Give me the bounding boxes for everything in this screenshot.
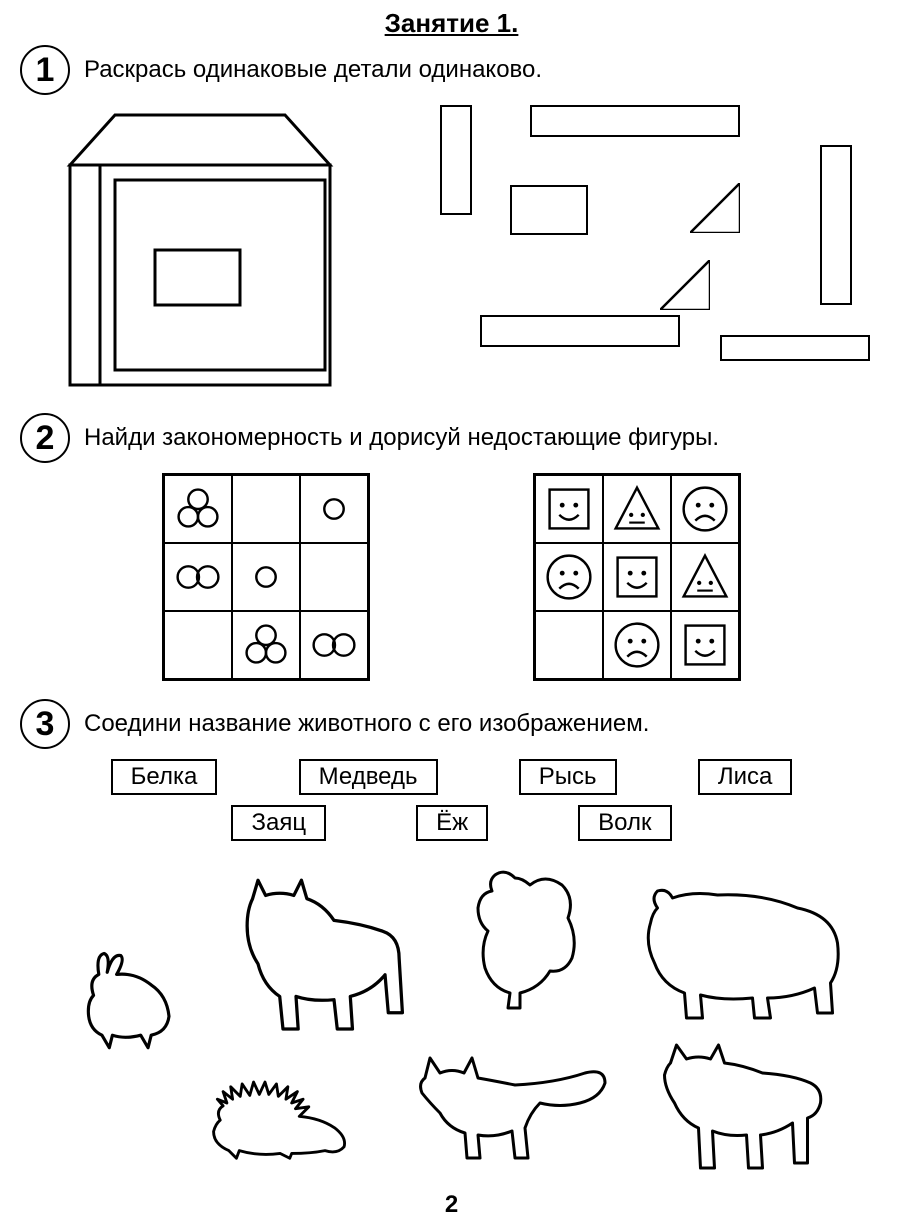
grid-cell xyxy=(300,543,368,611)
grid-cell xyxy=(232,543,300,611)
shape-rectangle xyxy=(720,335,870,361)
grid-cell xyxy=(671,475,739,543)
task-number-badge: 2 xyxy=(20,413,70,463)
grid-cell xyxy=(603,543,671,611)
animal-label: Заяц xyxy=(231,805,326,841)
grid-cell xyxy=(164,475,232,543)
animal-label: Лиса xyxy=(698,759,793,795)
house-figure xyxy=(60,105,340,395)
grid-cell xyxy=(232,611,300,679)
animal-label: Рысь xyxy=(519,759,617,795)
task-header: 2 Найди закономерность и дорисуй недоста… xyxy=(20,413,883,463)
grid-cell xyxy=(164,611,232,679)
pattern-grid-left xyxy=(162,473,370,681)
shape-rectangle xyxy=(510,185,588,235)
grid-cell xyxy=(671,543,739,611)
task-header: 3 Соедини название животного с его изобр… xyxy=(20,699,883,749)
task1-body xyxy=(20,105,883,395)
page-title: Занятие 1. xyxy=(20,8,883,39)
shape-rectangle xyxy=(480,315,680,347)
grid-cell xyxy=(232,475,300,543)
animal-label: Медведь xyxy=(299,759,438,795)
task-number-badge: 3 xyxy=(20,699,70,749)
task-1: 1 Раскрась одинаковые детали одинаково. xyxy=(20,45,883,395)
animal-fox xyxy=(400,1043,610,1163)
grid-cell xyxy=(535,543,603,611)
page-number: 2 xyxy=(20,1191,883,1219)
grid-cell xyxy=(671,611,739,679)
grid-cell xyxy=(164,543,232,611)
task-instruction: Раскрась одинаковые детали одинаково. xyxy=(84,56,542,84)
task-instruction: Найди закономерность и дорисуй недостающ… xyxy=(84,424,719,452)
grid-cell xyxy=(300,475,368,543)
grid-cell xyxy=(535,475,603,543)
labels-row-2: Заяц Ёж Волк xyxy=(20,805,883,841)
animal-label: Волк xyxy=(578,805,671,841)
task-number-badge: 1 xyxy=(20,45,70,95)
animal-squirrel xyxy=(450,863,580,1013)
task-header: 1 Раскрась одинаковые детали одинаково. xyxy=(20,45,883,95)
shape-rectangle xyxy=(440,105,472,215)
task-2: 2 Найди закономерность и дорисуй недоста… xyxy=(20,413,883,681)
shape-rectangle xyxy=(530,105,740,137)
labels-row-1: Белка Медведь Рысь Лиса xyxy=(20,759,883,795)
pattern-grid-right xyxy=(533,473,741,681)
task-3: 3 Соедини название животного с его изобр… xyxy=(20,699,883,1173)
pieces-area xyxy=(400,105,880,395)
animals-area xyxy=(20,853,883,1173)
grid-cell xyxy=(603,611,671,679)
task2-body xyxy=(20,473,883,681)
shape-rectangle xyxy=(820,145,852,305)
shape-triangle xyxy=(660,260,710,310)
animal-rabbit xyxy=(60,943,190,1053)
animal-label: Белка xyxy=(111,759,218,795)
animal-label: Ёж xyxy=(416,805,488,841)
grid-cell xyxy=(535,611,603,679)
animal-hedgehog xyxy=(190,1063,360,1163)
animal-wolf xyxy=(640,1033,830,1173)
task-instruction: Соедини название животного с его изображ… xyxy=(84,710,649,738)
shape-triangle xyxy=(690,183,740,233)
animal-bear xyxy=(620,873,850,1023)
animal-lynx xyxy=(220,863,410,1043)
grid-cell xyxy=(300,611,368,679)
grid-cell xyxy=(603,475,671,543)
